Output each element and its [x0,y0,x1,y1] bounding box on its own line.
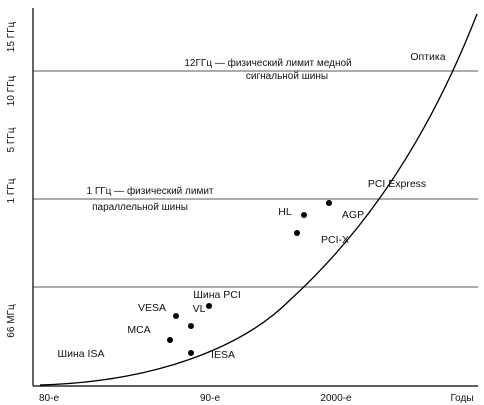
ref-annotation: сигнальной шины [246,71,328,82]
y-tick-label: 10 ГГц [6,76,17,107]
point-label: PCI-X [321,234,349,246]
x-axis-label: Годы [450,393,473,404]
ref-annotation: 1 ГГц — физический лимит [87,185,214,197]
point-marker [294,230,300,236]
axes [32,8,478,387]
point-label: AGP [342,209,364,221]
y-tick-label: 1 ГГц [6,178,17,203]
point-label: Оптика [410,51,445,63]
point-label: Шина PCI [193,289,241,301]
point-label: Шина ISA [58,348,105,360]
point-label: VESA [138,302,166,314]
growth-curve [39,13,478,386]
point-label: HL [278,206,292,218]
y-tick-label: 66 МГц [6,304,17,338]
point-marker [188,323,194,329]
point-marker [326,200,332,206]
x-tick-label: 2000-е [320,393,352,404]
point-label: IESA [211,349,235,361]
ref-annotation: параллельной шины [92,202,188,213]
point-marker [188,350,194,356]
ref-annotation: 12ГГц — физический лимит медной [184,57,351,69]
point-label: PCI Express [368,178,426,190]
data-points: Шина ISA MCA IESA VESA VL Шина PCI PCI-X HL AGP P… [58,51,446,361]
point-marker [167,337,173,343]
x-tick-label: 90-е [200,393,220,404]
y-tick-label: 5 ГГц [6,127,17,152]
point-marker [173,313,179,319]
point-marker [301,212,307,218]
point-label: VL [193,303,206,315]
y-tick-label: 15 ГГц [6,22,17,53]
point-marker [206,303,212,309]
point-label: MCA [127,324,150,336]
x-tick-label: 80-е [39,393,59,404]
